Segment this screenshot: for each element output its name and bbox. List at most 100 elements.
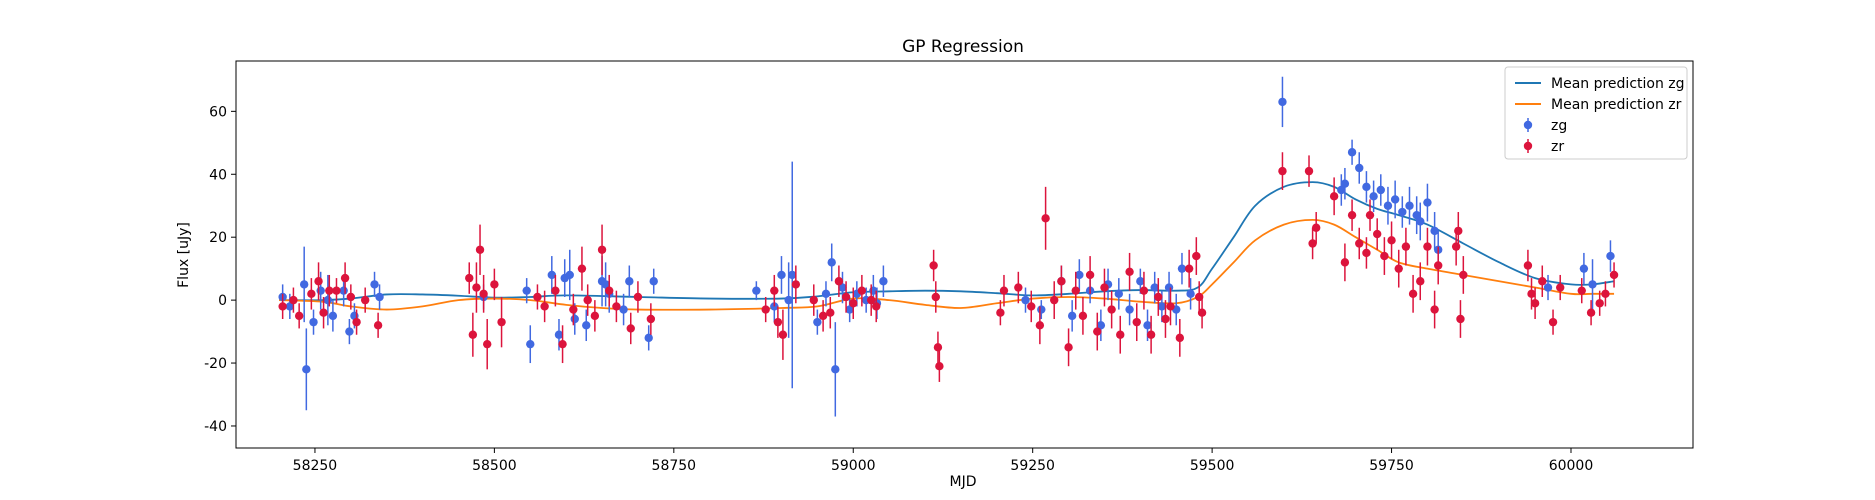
data-point [565, 270, 574, 280]
data-point [278, 302, 287, 311]
data-point [497, 317, 506, 327]
data-point [1125, 305, 1134, 314]
data-point [1143, 321, 1152, 330]
data-point [1355, 163, 1364, 173]
data-point [577, 264, 587, 273]
legend-label: zr [1551, 139, 1564, 155]
x-tick-label: 58750 [652, 458, 697, 474]
y-axis: -40 -20 0 20 40 60 [204, 104, 236, 435]
data-point [1125, 267, 1134, 277]
plot-frame [235, 60, 1694, 449]
plot-area [278, 76, 1619, 417]
data-point [1577, 286, 1586, 295]
data-point [770, 286, 779, 295]
data-point [831, 365, 840, 374]
data-point [601, 280, 610, 289]
data-point [1423, 198, 1432, 207]
data-point [1454, 226, 1463, 236]
data-point [931, 292, 940, 302]
data-point [1398, 207, 1407, 217]
data-point [1035, 321, 1045, 330]
data-point [345, 327, 354, 336]
data-point [1041, 214, 1050, 223]
data-point [1556, 283, 1565, 292]
data-point [522, 286, 531, 295]
data-point [1166, 302, 1175, 311]
data-point [360, 295, 370, 305]
data-point [1430, 305, 1439, 314]
data-point [996, 308, 1005, 317]
data-point [1430, 226, 1439, 236]
data-point [1071, 286, 1080, 295]
data-point [625, 277, 634, 286]
data-point [1067, 311, 1077, 321]
data-point [1340, 179, 1350, 188]
data-point [307, 289, 316, 299]
data-point [999, 286, 1009, 295]
legend-box [1504, 66, 1688, 160]
data-point [1014, 283, 1023, 292]
data-point [935, 361, 944, 371]
data-point [1347, 210, 1357, 220]
data-point [826, 308, 835, 317]
data-point [1340, 258, 1350, 267]
data-point [1394, 264, 1403, 273]
data-point [1114, 289, 1124, 299]
data-point [1416, 217, 1425, 226]
data-point [1093, 327, 1102, 336]
data-point [879, 277, 888, 286]
data-point [472, 283, 481, 292]
x-tick-label: 58250 [293, 458, 338, 474]
data-point [1116, 330, 1125, 339]
data-point [547, 270, 557, 280]
data-point [526, 339, 535, 349]
data-point [1523, 261, 1533, 270]
data-point [309, 317, 318, 327]
data-point [1096, 321, 1106, 330]
x-tick-label: 59250 [1010, 458, 1055, 474]
data-point [646, 314, 656, 324]
data-point [773, 317, 783, 327]
data-point [1380, 251, 1389, 261]
data-point [1434, 261, 1443, 270]
data-point [352, 317, 361, 327]
data-point [1085, 270, 1095, 280]
data-point [1192, 251, 1201, 261]
data-point [465, 273, 474, 283]
data-point [866, 295, 876, 305]
series-zr [278, 152, 1619, 382]
data-point [1362, 182, 1371, 192]
data-point [1405, 201, 1414, 210]
x-tick-label: 58500 [472, 458, 517, 474]
data-point [1278, 97, 1287, 107]
data-point [1543, 283, 1553, 292]
data-point [323, 295, 333, 305]
data-point [784, 295, 793, 305]
data-point [1401, 242, 1411, 251]
data-point [285, 302, 295, 311]
data-point [1175, 333, 1185, 343]
data-point [788, 270, 797, 280]
data-point [818, 311, 828, 321]
data-point [302, 365, 311, 374]
data-point [1057, 277, 1066, 286]
data-point [626, 324, 635, 333]
data-point [1372, 229, 1382, 239]
data-point [332, 286, 341, 295]
data-point [1530, 299, 1540, 308]
data-point [475, 245, 485, 254]
data-point [777, 270, 786, 280]
data-point [1146, 330, 1156, 339]
data-point [1304, 166, 1314, 176]
data-point [346, 292, 356, 302]
data-point [540, 302, 549, 311]
data-point [1579, 264, 1589, 273]
data-point [933, 343, 943, 352]
data-point [813, 317, 822, 327]
data-point [1064, 343, 1073, 352]
data-point [1186, 289, 1195, 299]
data-point [821, 289, 831, 299]
data-point [1278, 166, 1287, 176]
data-point [1194, 292, 1204, 302]
